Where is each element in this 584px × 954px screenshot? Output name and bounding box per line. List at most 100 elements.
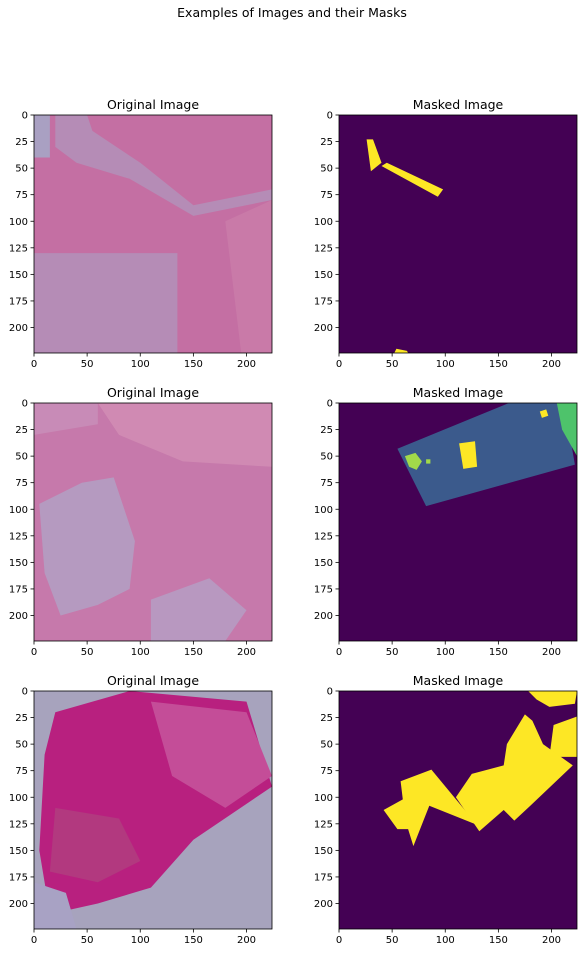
image-region-1 — [397, 403, 575, 507]
panel-image — [34, 115, 272, 353]
x-tick-label: 0 — [336, 647, 342, 658]
panel-title: Original Image — [107, 97, 199, 112]
y-tick-label: 75 — [320, 766, 333, 777]
y-tick-label: 100 — [314, 505, 333, 516]
panel-image — [34, 403, 272, 641]
y-tick-label: 200 — [9, 323, 28, 334]
y-tick-label: 0 — [22, 111, 28, 122]
image-region-3 — [394, 348, 409, 353]
panel-title: Original Image — [107, 673, 199, 688]
panel-3: Original Image 0 50 100 150 200 0 25 50 75 100 125 1… — [9, 385, 273, 658]
image-region-5 — [459, 441, 478, 469]
y-tick-label: 25 — [320, 425, 333, 436]
y-tick-label: 75 — [15, 478, 28, 489]
image-region-4 — [426, 459, 431, 464]
image-region-2 — [150, 578, 247, 641]
image-region-1 — [39, 477, 135, 616]
y-tick-label: 150 — [314, 270, 333, 281]
panel-title: Masked Image — [413, 97, 504, 112]
x-tick-label: 50 — [386, 647, 399, 658]
y-tick-label: 100 — [9, 505, 28, 516]
y-tick-label: 75 — [320, 190, 333, 201]
y-tick-label: 0 — [22, 399, 28, 410]
y-tick-label: 50 — [15, 740, 28, 751]
y-tick-label: 25 — [320, 713, 333, 724]
panel-image — [339, 403, 577, 641]
y-tick-label: 125 — [9, 243, 28, 254]
image-region-3 — [404, 452, 422, 470]
axes-frame — [338, 114, 578, 354]
x-tick-label: 150 — [184, 359, 203, 370]
image-region-1 — [528, 691, 577, 707]
y-tick-label: 50 — [320, 740, 333, 751]
y-tick-label: 100 — [9, 793, 28, 804]
y-tick-label: 150 — [314, 558, 333, 569]
image-region-3 — [49, 807, 141, 883]
x-tick-label: 200 — [542, 359, 561, 370]
x-tick-label: 100 — [131, 647, 150, 658]
y-tick-label: 125 — [9, 819, 28, 830]
x-tick-label: 200 — [237, 935, 256, 946]
x-tick-label: 100 — [436, 647, 455, 658]
y-tick-label: 75 — [15, 190, 28, 201]
panel-image — [339, 115, 577, 353]
panel-1: Original Image 0 50 100 150 200 0 25 50 75 100 125 1… — [9, 97, 273, 370]
axes-frame — [33, 114, 273, 354]
y-tick-label: 125 — [314, 243, 333, 254]
image-region-2 — [556, 403, 577, 457]
y-tick-label: 75 — [15, 766, 28, 777]
axes-frame — [338, 690, 578, 930]
image-region-4 — [455, 714, 573, 832]
x-tick-label: 0 — [336, 935, 342, 946]
y-tick-label: 125 — [314, 819, 333, 830]
panel-title: Masked Image — [413, 673, 504, 688]
x-tick-label: 50 — [81, 935, 94, 946]
y-tick-label: 150 — [9, 270, 28, 281]
x-tick-label: 50 — [386, 359, 399, 370]
image-region-3 — [97, 403, 272, 467]
y-tick-label: 200 — [314, 899, 333, 910]
panel-5: Original Image 0 50 100 150 200 0 25 50 75 100 125 1… — [9, 673, 273, 946]
x-tick-label: 100 — [436, 935, 455, 946]
figure-title: Examples of Images and their Masks — [177, 5, 407, 20]
x-tick-label: 100 — [131, 359, 150, 370]
y-tick-label: 100 — [314, 793, 333, 804]
y-tick-label: 100 — [9, 217, 28, 228]
y-tick-label: 50 — [320, 164, 333, 175]
axes-frame — [33, 402, 273, 642]
image-region-1 — [366, 139, 382, 172]
x-tick-label: 50 — [81, 647, 94, 658]
y-tick-label: 125 — [314, 531, 333, 542]
y-tick-label: 50 — [320, 452, 333, 463]
image-region-1 — [34, 253, 178, 353]
y-tick-label: 200 — [9, 611, 28, 622]
x-tick-label: 0 — [31, 359, 37, 370]
image-background — [339, 115, 577, 353]
axes-frame — [33, 690, 273, 930]
y-tick-label: 125 — [9, 531, 28, 542]
image-region-2 — [381, 162, 444, 197]
y-tick-label: 175 — [9, 584, 28, 595]
panel-2: Masked Image 0 50 100 150 200 0 25 50 75 100 125 150… — [314, 97, 578, 370]
x-tick-label: 150 — [489, 935, 508, 946]
y-tick-label: 100 — [314, 217, 333, 228]
image-region-4 — [34, 403, 98, 435]
y-tick-label: 150 — [9, 558, 28, 569]
y-tick-label: 25 — [15, 137, 28, 148]
x-tick-label: 200 — [237, 647, 256, 658]
y-tick-label: 200 — [314, 323, 333, 334]
y-tick-label: 175 — [314, 296, 333, 307]
panel-image — [34, 691, 272, 929]
x-tick-label: 200 — [542, 935, 561, 946]
x-tick-label: 50 — [81, 359, 94, 370]
y-tick-label: 0 — [327, 399, 333, 410]
y-tick-label: 175 — [314, 872, 333, 883]
image-region-6 — [539, 409, 549, 418]
y-tick-label: 175 — [9, 296, 28, 307]
x-tick-label: 150 — [184, 935, 203, 946]
x-tick-label: 100 — [436, 359, 455, 370]
y-tick-label: 175 — [9, 872, 28, 883]
y-tick-label: 150 — [9, 846, 28, 857]
x-tick-label: 200 — [542, 647, 561, 658]
